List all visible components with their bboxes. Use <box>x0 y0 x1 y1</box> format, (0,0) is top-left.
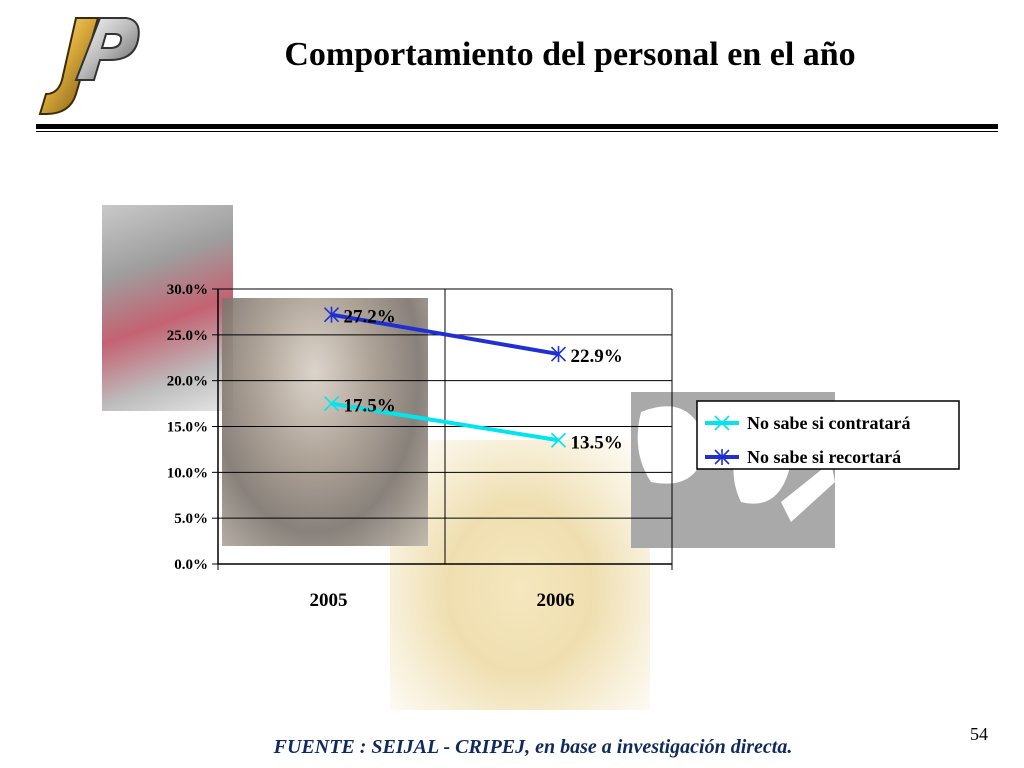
x-tick-label: 2005 <box>310 590 348 611</box>
slide-title: Comportamiento del personal en el año <box>284 36 856 73</box>
y-tick-label: 10.0% <box>167 465 208 481</box>
data-point <box>323 396 340 412</box>
data-label: 27.2% <box>344 307 396 328</box>
y-tick-label: 15.0% <box>167 420 208 436</box>
legend-entry: No sabe si contratará <box>747 413 910 433</box>
background-photo-portrait <box>222 298 428 546</box>
data-point <box>550 432 567 448</box>
legend-entry: No sabe si recortará <box>747 447 901 467</box>
background-photo-pottery <box>390 440 650 710</box>
series-line-0 <box>331 401 559 443</box>
x-tick-label: 2006 <box>537 590 575 611</box>
legend-swatch-marker <box>714 415 730 431</box>
y-tick-label: 30.0% <box>167 282 208 298</box>
legend-box <box>696 400 960 470</box>
source-footer: FUENTE : SEIJAL - CRIPEJ, en base a inve… <box>273 736 793 758</box>
data-label: 22.9% <box>571 346 623 367</box>
y-tick-label: 5.0% <box>174 511 208 527</box>
background-photo-woman <box>102 205 233 411</box>
jp-logo: JP <box>38 17 140 115</box>
title-divider-thin <box>36 131 998 132</box>
data-point <box>550 346 567 363</box>
legend-swatch-marker <box>714 449 730 465</box>
data-label: 17.5% <box>344 396 396 417</box>
y-tick-label: 20.0% <box>167 374 208 390</box>
slide-number: 54 <box>970 724 988 744</box>
title-divider <box>36 124 998 129</box>
y-tick-label: 0.0% <box>174 557 208 573</box>
y-tick-label: 25.0% <box>167 328 208 344</box>
series-line-1 <box>331 312 559 357</box>
data-point <box>323 306 340 323</box>
data-label: 13.5% <box>571 432 623 453</box>
